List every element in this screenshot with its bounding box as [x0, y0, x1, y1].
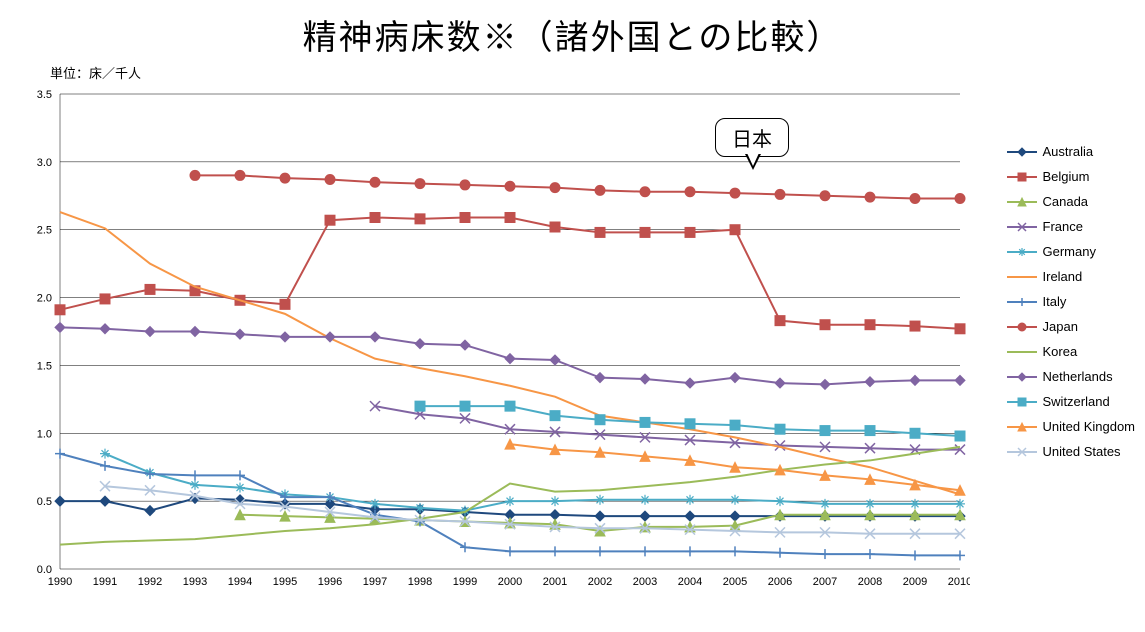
- legend-label: Switzerland: [1043, 394, 1110, 409]
- japan-callout: 日本: [715, 118, 789, 157]
- svg-text:2001: 2001: [543, 576, 567, 588]
- svg-text:2000: 2000: [498, 576, 522, 588]
- unit-label: 単位：床／千人: [50, 63, 1135, 82]
- svg-text:2009: 2009: [903, 576, 927, 588]
- svg-text:2005: 2005: [723, 576, 747, 588]
- legend-item: Ireland: [1007, 269, 1136, 284]
- callout-tail: [745, 154, 761, 170]
- svg-text:1998: 1998: [408, 576, 432, 588]
- svg-text:2003: 2003: [633, 576, 657, 588]
- svg-text:0.0: 0.0: [37, 564, 52, 576]
- svg-text:2002: 2002: [588, 576, 612, 588]
- svg-text:2004: 2004: [678, 576, 702, 588]
- legend-item: Switzerland: [1007, 394, 1136, 409]
- svg-text:2.0: 2.0: [37, 293, 52, 305]
- svg-text:1991: 1991: [93, 576, 117, 588]
- legend-item: United States: [1007, 444, 1136, 459]
- svg-text:1996: 1996: [318, 576, 342, 588]
- legend-label: Japan: [1043, 319, 1078, 334]
- legend-label: France: [1043, 219, 1083, 234]
- legend-item: Japan: [1007, 319, 1136, 334]
- legend-item: Australia: [1007, 144, 1136, 159]
- chart-title: 精神病床数※（諸外国との比較）: [10, 10, 1135, 59]
- svg-text:2010: 2010: [948, 576, 970, 588]
- legend-item: Canada: [1007, 194, 1136, 209]
- svg-text:1992: 1992: [138, 576, 162, 588]
- legend-label: Australia: [1043, 144, 1094, 159]
- svg-text:1993: 1993: [183, 576, 207, 588]
- legend-label: United States: [1043, 444, 1121, 459]
- svg-text:1.5: 1.5: [37, 360, 52, 372]
- legend-item: Korea: [1007, 344, 1136, 359]
- legend-item: Netherlands: [1007, 369, 1136, 384]
- legend-label: Korea: [1043, 344, 1078, 359]
- legend-item: Italy: [1007, 294, 1136, 309]
- legend-label: Germany: [1043, 244, 1096, 259]
- legend-item: Belgium: [1007, 169, 1136, 184]
- legend-label: Ireland: [1043, 269, 1083, 284]
- svg-text:2008: 2008: [858, 576, 882, 588]
- legend-item: United Kingdom: [1007, 419, 1136, 434]
- svg-text:2006: 2006: [768, 576, 792, 588]
- plot-region: 0.0 0.5 1.0 1.5 2.0 2.5 3.0 3.5 1990 1991 1992 1993…: [10, 84, 1135, 604]
- callout-text: 日本: [732, 129, 772, 151]
- svg-text:1999: 1999: [453, 576, 477, 588]
- legend-label: Netherlands: [1043, 369, 1113, 384]
- svg-text:2.5: 2.5: [37, 225, 52, 237]
- legend-label: United Kingdom: [1043, 419, 1136, 434]
- svg-text:1997: 1997: [363, 576, 387, 588]
- svg-text:3.5: 3.5: [37, 89, 52, 101]
- legend: Australia Belgium Canada France Germany Irela…: [1007, 144, 1136, 469]
- svg-text:3.0: 3.0: [37, 157, 52, 169]
- svg-text:1.0: 1.0: [37, 428, 52, 440]
- legend-label: Canada: [1043, 194, 1089, 209]
- legend-label: Belgium: [1043, 169, 1090, 184]
- line-chart: 0.0 0.5 1.0 1.5 2.0 2.5 3.0 3.5 1990 1991 1992 1993…: [10, 84, 970, 604]
- svg-text:1995: 1995: [273, 576, 297, 588]
- svg-text:1990: 1990: [48, 576, 72, 588]
- svg-text:1994: 1994: [228, 576, 252, 588]
- svg-text:0.5: 0.5: [37, 496, 52, 508]
- legend-label: Italy: [1043, 294, 1067, 309]
- legend-item: France: [1007, 219, 1136, 234]
- legend-item: Germany: [1007, 244, 1136, 259]
- svg-text:2007: 2007: [813, 576, 837, 588]
